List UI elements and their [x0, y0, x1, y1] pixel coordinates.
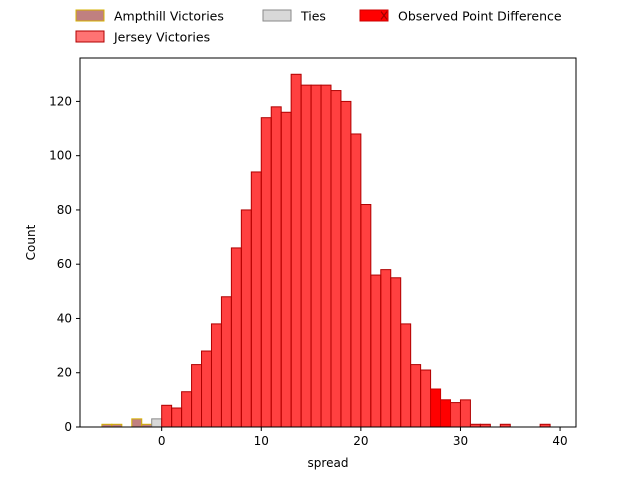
bar-jersey	[300, 84, 312, 428]
y-tick-label: 100	[49, 149, 72, 163]
bar-jersey	[201, 350, 212, 428]
bar-jersey	[390, 277, 402, 428]
bar-jersey	[191, 364, 203, 428]
bar-jersey	[370, 274, 382, 428]
bar-jersey	[400, 323, 412, 428]
observed-marker-icon	[380, 11, 388, 20]
plot-area: 0 10 20 30 40 0 20 40 60 80 100 120	[49, 57, 577, 448]
observed-bar	[440, 399, 452, 428]
bar-jersey	[380, 269, 392, 428]
histogram-bars	[101, 73, 551, 428]
y-tick-label: 20	[57, 366, 72, 380]
x-tick-label: 30	[453, 434, 468, 448]
bar-jersey	[450, 402, 461, 428]
y-tick-label: 40	[57, 311, 72, 325]
y-tick-label: 120	[49, 94, 72, 108]
legend-label: Ties	[300, 9, 326, 24]
y-tick-label: 0	[64, 420, 72, 434]
legend: Ampthill Victories Ties Observed Point Dif…	[75, 9, 562, 45]
bar-ampthill	[131, 418, 143, 428]
y-tick-label: 80	[57, 203, 72, 217]
bar-jersey	[420, 369, 432, 428]
jersey-swatch	[75, 30, 105, 43]
x-tick-label: 40	[552, 434, 567, 448]
bar-jersey	[250, 171, 262, 428]
observed-point-difference-band	[430, 388, 452, 428]
x-tick-label: 0	[158, 434, 166, 448]
legend-label: Ampthill Victories	[114, 9, 224, 24]
bar-jersey	[181, 391, 193, 428]
legend-item-ties: Ties	[262, 9, 326, 24]
bar-jersey	[330, 90, 342, 428]
bar-jersey	[230, 247, 242, 428]
x-axis-title: spread	[308, 456, 349, 470]
legend-item-jersey: Jersey Victories	[75, 30, 210, 45]
y-axis-title: Count	[24, 224, 38, 260]
bar-jersey	[340, 100, 352, 428]
legend-item-ampthill: Ampthill Victories	[75, 9, 224, 24]
x-axis-ticks: 0 10 20 30 40	[158, 427, 568, 448]
y-tick-label: 60	[57, 257, 72, 271]
bar-jersey	[459, 399, 471, 428]
bar-jersey	[360, 204, 372, 428]
ampthill-swatch	[75, 9, 105, 22]
bar-jersey	[210, 323, 222, 428]
observed-bar	[430, 388, 442, 428]
bar-jersey	[320, 84, 332, 428]
legend-item-observed: Observed Point Difference	[359, 9, 562, 24]
legend-label: Observed Point Difference	[398, 9, 562, 24]
y-axis-ticks: 0 20 40 60 80 100 120	[49, 94, 80, 434]
bar-jersey	[260, 117, 272, 428]
bar-jersey	[350, 133, 362, 428]
bar-jersey	[171, 407, 183, 428]
bar-jersey	[410, 364, 422, 428]
axes-frame	[79, 57, 577, 428]
bar-jersey	[280, 111, 292, 428]
bar-jersey	[220, 296, 232, 428]
x-tick-label: 20	[353, 434, 368, 448]
observed-swatch	[359, 9, 389, 22]
bar-jersey	[270, 106, 282, 428]
ties-swatch	[262, 9, 292, 22]
bar-jersey	[290, 73, 302, 428]
bar-jersey	[310, 84, 322, 428]
bar-ties	[151, 418, 163, 428]
x-tick-label: 10	[254, 434, 269, 448]
bar-jersey	[161, 404, 173, 428]
bar-jersey	[240, 209, 252, 428]
legend-label: Jersey Victories	[113, 30, 210, 45]
